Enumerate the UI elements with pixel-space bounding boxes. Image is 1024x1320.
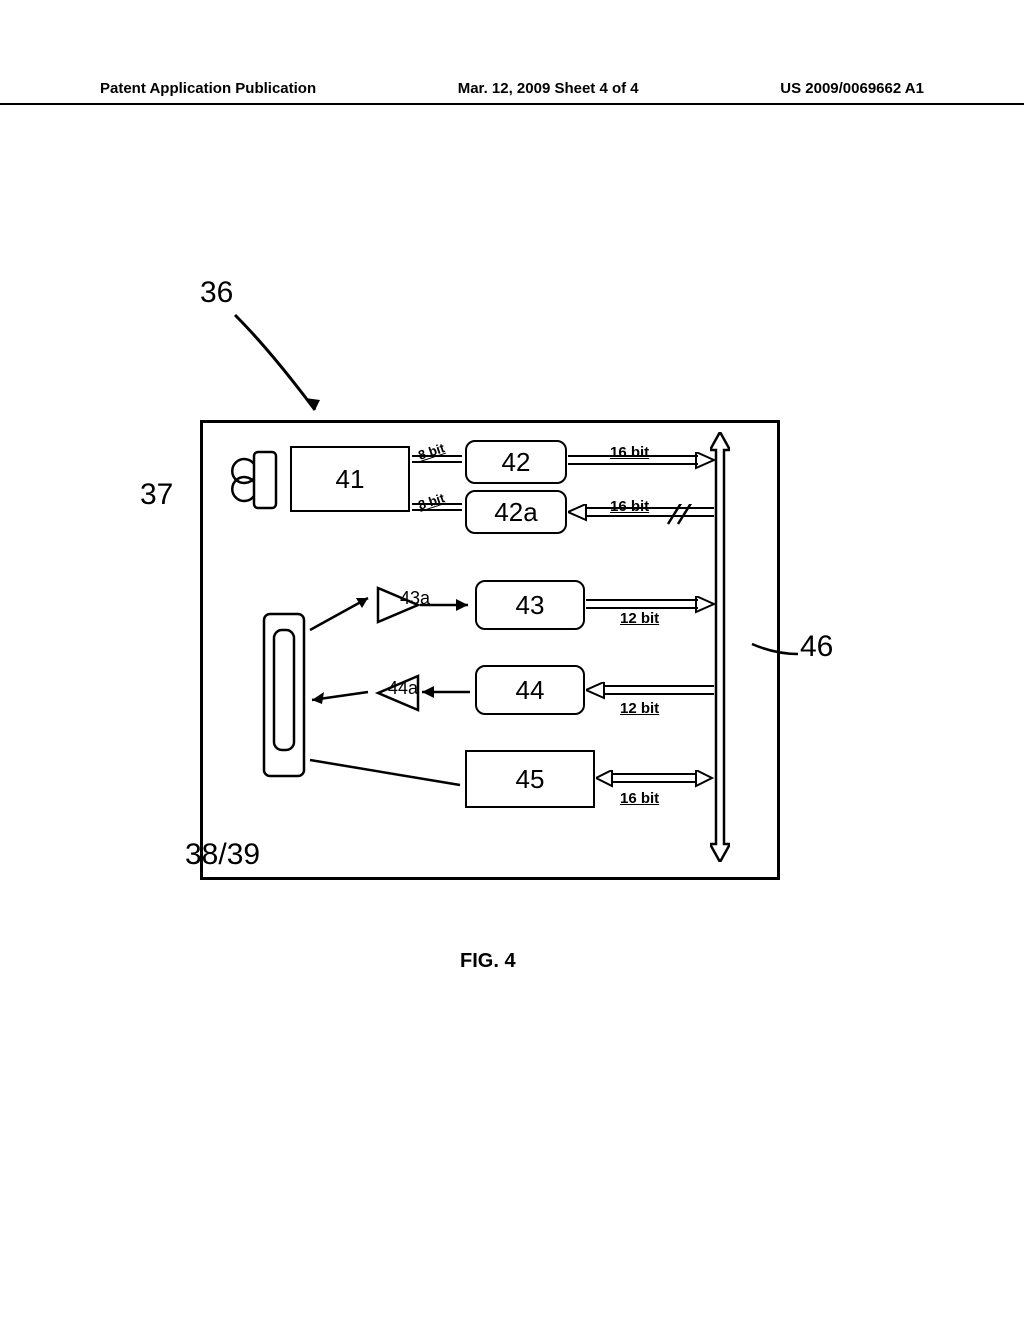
bus-46 xyxy=(710,432,730,862)
block-42-label: 42 xyxy=(502,447,531,478)
header-left: Patent Application Publication xyxy=(100,80,316,97)
block-44-label: 44 xyxy=(516,675,545,706)
block-42a: 42a xyxy=(465,490,567,534)
block-45: 45 xyxy=(465,750,595,808)
block-41-label: 41 xyxy=(336,464,365,495)
bit-12-label-b: 12 bit xyxy=(620,700,659,717)
amp-connections xyxy=(300,580,480,800)
block-42: 42 xyxy=(465,440,567,484)
ref-36-label: 36 xyxy=(200,276,233,310)
block-42a-label: 42a xyxy=(494,497,537,528)
figure-4: 36 37 41 42 42a 43 44 45 38/39 xyxy=(100,250,924,950)
ref-46-label: 46 xyxy=(800,630,833,664)
ref-37-label: 37 xyxy=(140,478,173,512)
bit-16-label-b: 16 bit xyxy=(610,498,649,515)
connector-37-icon xyxy=(228,450,278,510)
ref-3839-label: 38/39 xyxy=(185,838,260,872)
header-right: US 2009/0069662 A1 xyxy=(780,80,924,97)
leader-36-arrow xyxy=(220,310,340,430)
bit-12-label-a: 12 bit xyxy=(620,610,659,627)
bit-16-label-c: 16 bit xyxy=(620,790,659,807)
bit-16-label-a: 16 bit xyxy=(610,444,649,461)
header-center: Mar. 12, 2009 Sheet 4 of 4 xyxy=(458,80,639,97)
block-44: 44 xyxy=(475,665,585,715)
block-43-label: 43 xyxy=(516,590,545,621)
page-header: Patent Application Publication Mar. 12, … xyxy=(0,80,1024,105)
figure-caption: FIG. 4 xyxy=(460,950,516,973)
block-43: 43 xyxy=(475,580,585,630)
conn-45-bus xyxy=(596,770,716,790)
block-41: 41 xyxy=(290,446,410,512)
conn-bus-44 xyxy=(586,682,716,702)
block-45-label: 45 xyxy=(516,764,545,795)
